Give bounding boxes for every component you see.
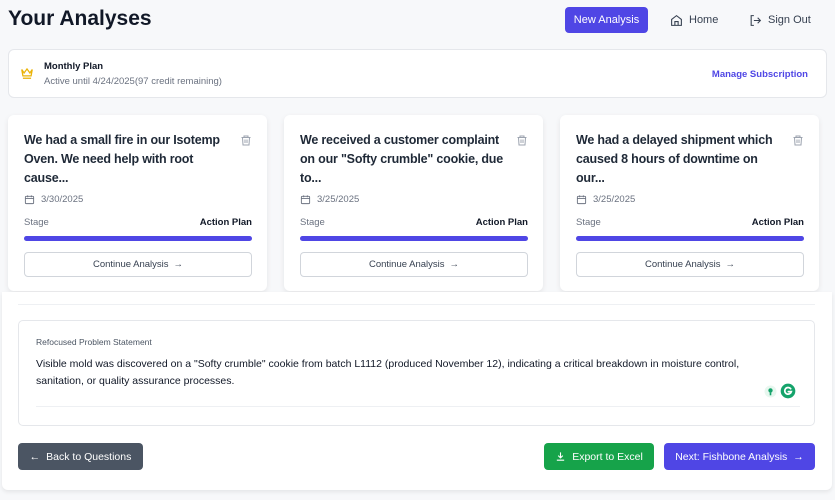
trash-icon[interactable] <box>240 134 252 147</box>
calendar-icon <box>576 195 587 205</box>
problem-statement-section: Refocused Problem Statement Visible mold… <box>18 320 815 426</box>
export-label: Export to Excel <box>572 450 643 463</box>
manage-subscription-link[interactable]: Manage Subscription <box>711 69 808 80</box>
grammarly-widget[interactable] <box>764 383 796 399</box>
arrow-left-icon: ← <box>29 450 41 463</box>
progress-fill <box>300 236 528 241</box>
continue-analysis-button[interactable]: Continue Analysis → <box>576 252 804 277</box>
analysis-title: We received a customer complaint on our … <box>300 133 503 185</box>
analysis-date: 3/25/2025 <box>317 194 360 205</box>
arrow-right-icon: → <box>725 259 736 270</box>
new-analysis-button[interactable]: New Analysis <box>565 7 648 33</box>
progress-bar <box>576 236 804 241</box>
analysis-date: 3/30/2025 <box>41 194 84 205</box>
back-label: Back to Questions <box>46 450 132 463</box>
stage-label: Stage <box>576 217 601 228</box>
stage-label: Stage <box>300 217 325 228</box>
page-title: Your Analyses <box>8 7 152 30</box>
trash-icon[interactable] <box>516 134 528 147</box>
continue-analysis-button[interactable]: Continue Analysis → <box>300 252 528 277</box>
home-link[interactable]: Home <box>670 7 718 33</box>
plan-status: Active until 4/24/2025(97 credit remaini… <box>44 76 222 87</box>
continue-label: Continue Analysis <box>92 259 169 270</box>
analysis-card[interactable]: We received a customer complaint on our … <box>284 115 543 291</box>
home-icon <box>671 14 682 26</box>
problem-statement-label: Refocused Problem Statement <box>36 337 152 347</box>
progress-fill <box>576 236 804 241</box>
analysis-date: 3/25/2025 <box>593 194 636 205</box>
trash-icon[interactable] <box>792 134 804 147</box>
stage-label: Stage <box>24 217 49 228</box>
analysis-card[interactable]: We had a delayed shipment which caused 8… <box>560 115 819 291</box>
grammarly-icon <box>780 383 796 399</box>
next-label: Next: Fishbone Analysis <box>675 450 788 463</box>
arrow-right-icon: → <box>793 450 804 463</box>
analysis-title: We had a small fire in our Isotemp Oven.… <box>24 133 220 185</box>
arrow-right-icon: → <box>173 259 184 270</box>
continue-label: Continue Analysis <box>368 259 445 270</box>
export-excel-button[interactable]: Export to Excel <box>544 443 654 470</box>
next-fishbone-button[interactable]: Next: Fishbone Analysis → <box>664 443 815 470</box>
sign-out-label: Sign Out <box>768 14 811 26</box>
home-label: Home <box>689 14 719 26</box>
subscription-banner: Monthly Plan Active until 4/24/2025(97 c… <box>8 49 827 98</box>
progress-bar <box>300 236 528 241</box>
sign-out-link[interactable]: Sign Out <box>749 7 811 33</box>
calendar-icon <box>300 195 311 205</box>
progress-bar <box>24 236 252 241</box>
arrow-right-icon: → <box>449 259 460 270</box>
stage-value: Action Plan <box>199 217 252 228</box>
problem-statement-textarea[interactable]: Visible mold was discovered on a "Softy … <box>36 356 800 407</box>
sign-out-icon <box>750 14 762 26</box>
download-icon <box>557 452 565 461</box>
divider <box>18 304 815 305</box>
progress-fill <box>24 236 252 241</box>
analysis-title: We had a delayed shipment which caused 8… <box>576 133 773 185</box>
analysis-card[interactable]: We had a small fire in our Isotemp Oven.… <box>8 115 267 291</box>
lightbulb-icon <box>764 385 777 397</box>
stage-value: Action Plan <box>475 217 528 228</box>
continue-label: Continue Analysis <box>644 259 721 270</box>
plan-name: Monthly Plan <box>44 61 104 72</box>
continue-analysis-button[interactable]: Continue Analysis → <box>24 252 252 277</box>
stage-value: Action Plan <box>751 217 804 228</box>
crown-icon <box>21 67 33 79</box>
calendar-icon <box>24 195 35 205</box>
back-to-questions-button[interactable]: ← Back to Questions <box>18 443 143 470</box>
